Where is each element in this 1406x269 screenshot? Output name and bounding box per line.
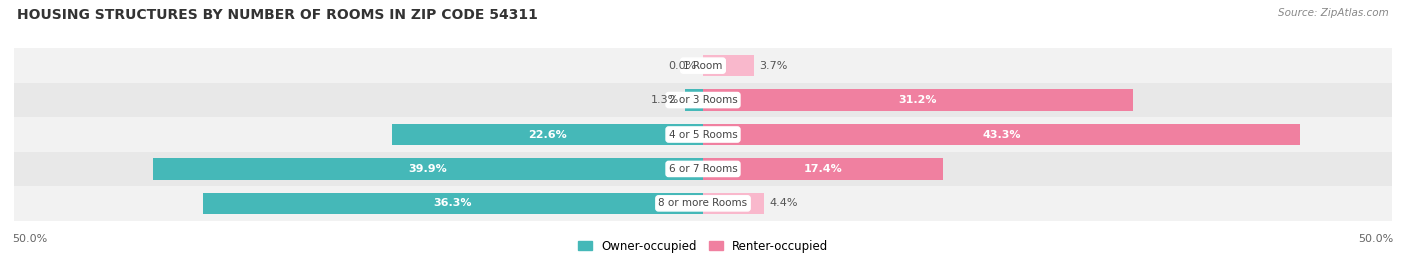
Text: 3.7%: 3.7% xyxy=(759,61,787,71)
Text: 1.3%: 1.3% xyxy=(651,95,679,105)
Text: 39.9%: 39.9% xyxy=(409,164,447,174)
Bar xyxy=(14,117,1392,152)
Text: 50.0%: 50.0% xyxy=(13,234,48,244)
Bar xyxy=(703,55,754,76)
Bar xyxy=(685,89,703,111)
Bar xyxy=(703,158,943,180)
Text: 6 or 7 Rooms: 6 or 7 Rooms xyxy=(669,164,737,174)
Bar xyxy=(14,83,1392,117)
Text: 31.2%: 31.2% xyxy=(898,95,938,105)
Text: 1 Room: 1 Room xyxy=(683,61,723,71)
Bar xyxy=(153,158,703,180)
Text: 36.3%: 36.3% xyxy=(433,198,472,208)
Text: 43.3%: 43.3% xyxy=(981,129,1021,140)
Text: 4.4%: 4.4% xyxy=(769,198,797,208)
Text: 50.0%: 50.0% xyxy=(1358,234,1393,244)
Text: 22.6%: 22.6% xyxy=(527,129,567,140)
Bar xyxy=(14,186,1392,221)
Bar xyxy=(14,152,1392,186)
Bar xyxy=(703,89,1133,111)
Text: 0.0%: 0.0% xyxy=(668,61,696,71)
Text: 2 or 3 Rooms: 2 or 3 Rooms xyxy=(669,95,737,105)
Bar xyxy=(703,193,763,214)
Text: Source: ZipAtlas.com: Source: ZipAtlas.com xyxy=(1278,8,1389,18)
Text: 4 or 5 Rooms: 4 or 5 Rooms xyxy=(669,129,737,140)
Bar xyxy=(703,124,1299,145)
Text: HOUSING STRUCTURES BY NUMBER OF ROOMS IN ZIP CODE 54311: HOUSING STRUCTURES BY NUMBER OF ROOMS IN… xyxy=(17,8,537,22)
Bar xyxy=(392,124,703,145)
Bar xyxy=(14,48,1392,83)
Text: 17.4%: 17.4% xyxy=(803,164,842,174)
Bar xyxy=(202,193,703,214)
Legend: Owner-occupied, Renter-occupied: Owner-occupied, Renter-occupied xyxy=(578,240,828,253)
Text: 8 or more Rooms: 8 or more Rooms xyxy=(658,198,748,208)
